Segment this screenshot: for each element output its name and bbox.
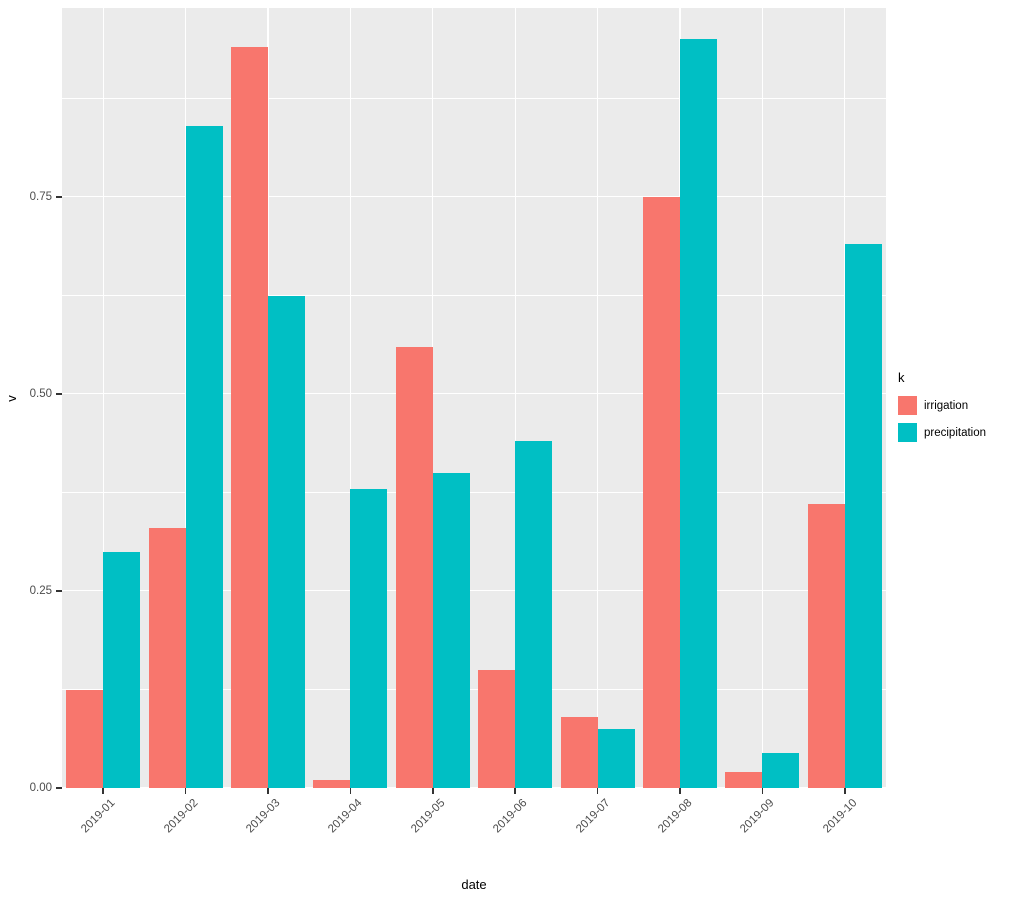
bar-irrigation bbox=[643, 197, 680, 788]
bar-precipitation bbox=[432, 472, 470, 788]
x-tick-mark bbox=[267, 788, 269, 794]
gridline-major bbox=[62, 589, 886, 591]
gridline-vertical bbox=[349, 8, 352, 788]
bar-irrigation bbox=[395, 346, 433, 788]
gridline-vertical bbox=[596, 8, 599, 788]
x-tick-mark bbox=[184, 788, 187, 794]
bar-irrigation bbox=[725, 772, 763, 788]
gridline-vertical bbox=[102, 8, 104, 788]
gridline-minor bbox=[62, 688, 886, 690]
x-tick-mark bbox=[349, 788, 352, 794]
bar-irrigation bbox=[231, 47, 268, 788]
x-tick-label: 2019-02 bbox=[161, 797, 201, 836]
bar-precipitation bbox=[762, 752, 800, 788]
x-tick-mark bbox=[514, 788, 516, 794]
x-axis-title: date bbox=[461, 877, 487, 892]
gridline-vertical bbox=[844, 8, 846, 788]
x-tick-mark bbox=[432, 788, 434, 794]
bar-precipitation bbox=[103, 551, 141, 788]
bar-irrigation bbox=[807, 504, 845, 788]
bar-irrigation bbox=[560, 717, 598, 788]
legend-label: precipitation bbox=[924, 426, 987, 439]
y-axis-title: v bbox=[3, 395, 19, 402]
bar-irrigation bbox=[148, 527, 186, 788]
bar-irrigation bbox=[313, 780, 351, 788]
gridline-vertical bbox=[514, 8, 516, 788]
y-tick-mark bbox=[56, 787, 62, 789]
y-tick-label: 0.00 bbox=[29, 782, 52, 794]
x-tick-mark bbox=[761, 788, 764, 794]
y-tick-label: 0.50 bbox=[29, 388, 52, 400]
x-tick-label: 2019-06 bbox=[491, 797, 530, 836]
gridline-minor bbox=[62, 491, 886, 493]
bar-precipitation bbox=[844, 244, 882, 788]
gridline-vertical bbox=[761, 8, 764, 788]
x-tick-label: 2019-07 bbox=[573, 797, 613, 836]
y-tick-mark bbox=[56, 393, 62, 395]
x-tick-label: 2019-04 bbox=[326, 797, 365, 836]
bar-precipitation bbox=[597, 728, 635, 788]
x-tick-mark bbox=[596, 788, 599, 794]
bar-precipitation bbox=[515, 441, 553, 788]
legend-item: irrigation bbox=[898, 396, 986, 415]
x-tick-mark bbox=[844, 788, 846, 794]
gridline-minor bbox=[62, 294, 886, 296]
bar-precipitation bbox=[185, 126, 223, 788]
gridline-major bbox=[62, 195, 886, 197]
x-tick-label: 2019-01 bbox=[79, 797, 118, 836]
gridline-minor bbox=[62, 97, 886, 99]
gridline-major bbox=[62, 786, 886, 788]
y-tick-mark bbox=[56, 196, 62, 198]
legend-title: k bbox=[898, 370, 905, 385]
legend-key-irrigation bbox=[898, 396, 917, 415]
gridline-major bbox=[62, 392, 886, 394]
bar-precipitation bbox=[350, 488, 388, 788]
legend-key-precipitation bbox=[898, 423, 917, 442]
x-tick-label: 2019-08 bbox=[656, 797, 695, 836]
legend-item: precipitation bbox=[898, 423, 986, 442]
legend: k irrigation precipitation bbox=[898, 370, 986, 450]
x-tick-mark bbox=[102, 788, 104, 794]
legend-label: irrigation bbox=[924, 399, 969, 412]
gridline-vertical bbox=[184, 8, 187, 788]
bar-precipitation bbox=[680, 39, 717, 788]
y-tick-label: 0.25 bbox=[29, 585, 52, 597]
y-tick-label: 0.75 bbox=[29, 191, 52, 203]
x-tick-label: 2019-09 bbox=[738, 797, 777, 836]
x-tick-label: 2019-03 bbox=[244, 797, 283, 836]
bar-irrigation bbox=[478, 669, 516, 788]
legend-items: irrigation precipitation bbox=[898, 396, 986, 442]
plot-panel bbox=[62, 8, 886, 788]
x-tick-mark bbox=[679, 788, 681, 794]
x-tick-label: 2019-05 bbox=[408, 797, 448, 836]
bar-irrigation bbox=[66, 689, 104, 788]
x-tick-label: 2019-10 bbox=[820, 797, 860, 836]
y-tick-mark bbox=[56, 590, 62, 592]
bar-precipitation bbox=[268, 295, 305, 788]
